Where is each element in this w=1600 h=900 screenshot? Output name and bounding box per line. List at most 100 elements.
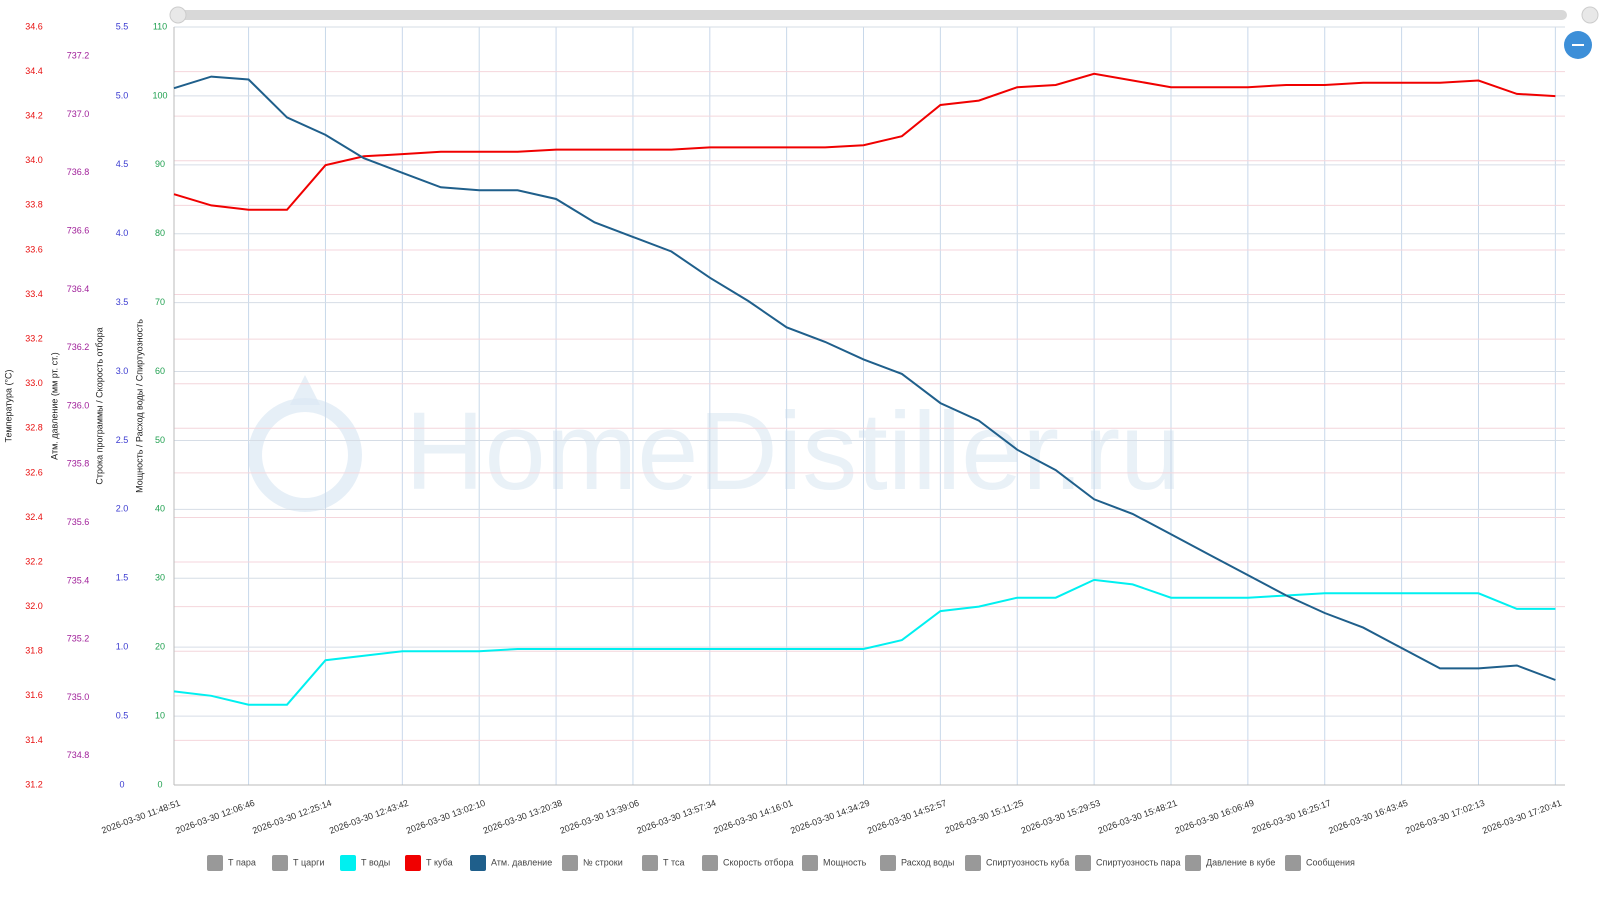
y-tick-label: 34.6 <box>25 21 43 31</box>
axis-title: Мощность / Расход воды / Спиртуозность <box>134 319 144 493</box>
y-tick-label: 31.4 <box>25 735 43 745</box>
y-tick-label: 90 <box>155 159 165 169</box>
legend-swatch <box>340 855 356 871</box>
legend-label: Давление в кубе <box>1206 857 1275 867</box>
y-tick-label: 4.0 <box>116 228 129 238</box>
watermark-text: HomeDistiller.ru <box>405 390 1181 513</box>
y-tick-label: 34.4 <box>25 66 43 76</box>
legend-label: № строки <box>583 857 623 867</box>
legend-swatch <box>470 855 486 871</box>
y-tick-label: 0 <box>119 779 124 789</box>
y-tick-label: 2.5 <box>116 435 129 445</box>
y-tick-label: 2.0 <box>116 504 129 514</box>
slider-handle[interactable] <box>1581 6 1599 24</box>
legend-label: Т воды <box>361 857 390 867</box>
legend-label: Т тса <box>663 857 685 867</box>
y-tick-label: 31.8 <box>25 646 43 656</box>
y-tick-label: 80 <box>155 228 165 238</box>
legend-item[interactable]: Т царги <box>272 855 324 871</box>
series-line <box>173 578 1556 706</box>
y-tick-label: 736.6 <box>67 225 90 235</box>
legend-item[interactable]: Спиртуозность куба <box>965 855 1069 871</box>
y-tick-label: 734.8 <box>67 750 90 760</box>
axis-title: Атм. давление (мм рт. ст.) <box>49 352 59 460</box>
y-tick-label: 4.5 <box>116 159 129 169</box>
y-tick-label: 736.8 <box>67 167 90 177</box>
y-tick-label: 32.0 <box>25 601 43 611</box>
legend-label: Мощность <box>823 857 867 867</box>
y-tick-label: 31.2 <box>25 779 43 789</box>
y-tick-label: 33.0 <box>25 378 43 388</box>
legend-swatch <box>405 855 421 871</box>
legend-label: Расход воды <box>901 857 954 867</box>
watermark: HomeDistiller.ru <box>248 375 1181 513</box>
axis-title: Температура (°C) <box>3 369 13 442</box>
y-tick-label: 70 <box>155 297 165 307</box>
legend-item[interactable]: Т пара <box>207 855 256 871</box>
y-tick-label: 32.2 <box>25 556 43 566</box>
y-tick-label: 736.0 <box>67 400 90 410</box>
y-tick-label: 735.0 <box>67 692 90 702</box>
y-tick-label: 737.0 <box>67 109 90 119</box>
legend-swatch <box>965 855 981 871</box>
legend-label: Сообщения <box>1306 857 1355 867</box>
y-tick-label: 20 <box>155 642 165 652</box>
legend-swatch <box>802 855 818 871</box>
legend-item[interactable]: Т куба <box>405 855 453 871</box>
legend-item[interactable]: Расход воды <box>880 855 954 871</box>
y-tick-label: 735.6 <box>67 517 90 527</box>
y-tick-label: 50 <box>155 435 165 445</box>
legend-swatch <box>642 855 658 871</box>
slider-handle[interactable] <box>169 6 187 24</box>
y-tick-label: 735.8 <box>67 459 90 469</box>
legend-item[interactable]: Спиртуозность пара <box>1075 855 1181 871</box>
y-tick-label: 34.2 <box>25 111 43 121</box>
y-tick-label: 33.8 <box>25 200 43 210</box>
y-tick-label: 34.0 <box>25 155 43 165</box>
legend-item[interactable]: Давление в кубе <box>1185 855 1275 871</box>
y-tick-label: 33.2 <box>25 333 43 343</box>
legend-item[interactable]: Мощность <box>802 855 867 871</box>
y-tick-label: 735.2 <box>67 634 90 644</box>
legend-label: Т куба <box>426 857 453 867</box>
y-tick-label: 0.5 <box>116 710 129 720</box>
legend-item[interactable]: Атм. давление <box>470 855 552 871</box>
legend-item[interactable]: Скорость отбора <box>702 855 793 871</box>
legend-label: Т царги <box>293 857 324 867</box>
legend-item[interactable]: Сообщения <box>1285 855 1355 871</box>
y-tick-label: 110 <box>153 21 167 31</box>
legend-item[interactable]: Т воды <box>340 855 390 871</box>
series-line <box>173 75 1556 681</box>
y-tick-label: 10 <box>155 710 165 720</box>
legend-swatch <box>1075 855 1091 871</box>
y-tick-label: 3.0 <box>116 366 129 376</box>
legend-swatch <box>1185 855 1201 871</box>
y-tick-label: 60 <box>155 366 165 376</box>
y-tick-label: 3.5 <box>116 297 129 307</box>
legend-swatch <box>702 855 718 871</box>
legend-label: Спиртуозность куба <box>986 857 1069 867</box>
legend-item[interactable]: № строки <box>562 855 623 871</box>
y-tick-label: 737.2 <box>67 51 90 61</box>
legend-label: Т пара <box>228 857 256 867</box>
legend-label: Атм. давление <box>491 857 552 867</box>
y-tick-label: 32.4 <box>25 512 43 522</box>
y-tick-label: 40 <box>155 504 165 514</box>
legend-swatch <box>562 855 578 871</box>
y-tick-label: 736.2 <box>67 342 90 352</box>
y-tick-label: 0 <box>157 779 162 789</box>
y-tick-label: 31.6 <box>25 690 43 700</box>
legend-swatch <box>880 855 896 871</box>
legend-item[interactable]: Т тса <box>642 855 685 871</box>
y-tick-label: 736.4 <box>67 284 90 294</box>
y-tick-label: 735.4 <box>67 575 90 585</box>
range-slider[interactable] <box>174 10 1567 20</box>
axis-title: Строка программы / Скорость отбора <box>94 327 104 484</box>
legend-swatch <box>272 855 288 871</box>
y-tick-label: 33.4 <box>25 289 43 299</box>
y-tick-label: 32.6 <box>25 467 43 477</box>
y-tick-label: 30 <box>155 573 165 583</box>
y-tick-label: 5.0 <box>116 90 129 100</box>
